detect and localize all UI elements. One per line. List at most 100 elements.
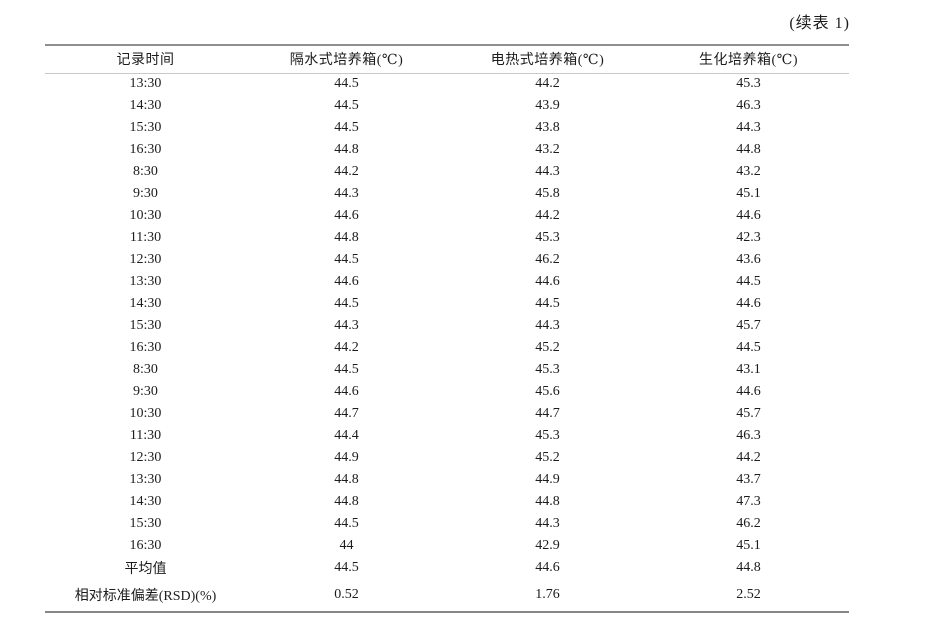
temperature-table: 记录时间 隔水式培养箱(℃) 电热式培养箱(℃) 生化培养箱(℃) 13:30 4… <box>45 44 849 613</box>
table-row: 16:30 44 42.9 45.1 <box>45 535 849 557</box>
temperature-value: 44.5 <box>334 362 359 377</box>
temperature-value: 46.3 <box>736 428 761 443</box>
table-row: 10:30 44.6 44.2 44.6 <box>45 205 849 227</box>
row-label: 13:30 <box>129 472 162 487</box>
table-row: 15:30 44.5 43.8 44.3 <box>45 117 849 139</box>
row-label: 11:30 <box>129 230 162 245</box>
column-header-electric-heating-incubator: 电热式培养箱(℃) <box>490 53 605 69</box>
table-row: 平均值 44.5 44.6 44.8 <box>45 557 849 579</box>
column-header-water-jacketed-incubator: 隔水式培养箱(℃) <box>289 53 404 69</box>
row-label: 16:30 <box>129 142 162 157</box>
temperature-value: 44.9 <box>334 450 359 465</box>
table-row: 16:30 44.8 43.2 44.8 <box>45 139 849 161</box>
temperature-value: 44.8 <box>334 494 359 509</box>
temperature-value: 44.6 <box>736 296 761 311</box>
row-label: 12:30 <box>129 252 162 267</box>
table-row: 相对标准偏差(RSD)(%) 0.52 1.76 2.52 <box>45 579 849 612</box>
row-label: 16:30 <box>129 538 162 553</box>
temperature-value: 44.8 <box>334 472 359 487</box>
row-label: 12:30 <box>129 450 162 465</box>
temperature-value: 44.3 <box>736 120 761 135</box>
row-label: 13:30 <box>129 76 162 92</box>
temperature-value: 44.8 <box>334 142 359 157</box>
temperature-value: 44.6 <box>334 274 359 289</box>
row-label: 10:30 <box>129 208 162 223</box>
temperature-value: 47.3 <box>736 494 761 509</box>
temperature-value: 44.8 <box>334 230 359 245</box>
column-header-biochemical-incubator: 生化培养箱(℃) <box>699 53 798 69</box>
table-header-row: 记录时间 隔水式培养箱(℃) 电热式培养箱(℃) 生化培养箱(℃) <box>45 45 849 73</box>
row-label: 14:30 <box>129 296 162 311</box>
table-row: 15:30 44.5 44.3 46.2 <box>45 513 849 535</box>
table-row: 9:30 44.6 45.6 44.6 <box>45 381 849 403</box>
table-row: 10:30 44.7 44.7 45.7 <box>45 403 849 425</box>
table-row: 13:30 44.8 44.9 43.7 <box>45 469 849 491</box>
temperature-value: 44.6 <box>334 208 359 223</box>
temperature-value: 42.9 <box>535 538 560 553</box>
temperature-value: 43.2 <box>736 164 761 179</box>
temperature-value: 45.3 <box>535 230 560 245</box>
row-label: 8:30 <box>133 164 158 179</box>
row-label: 14:30 <box>129 98 162 113</box>
row-label: 8:30 <box>133 362 158 377</box>
table-row: 8:30 44.5 45.3 43.1 <box>45 359 849 381</box>
temperature-value: 44.6 <box>736 208 761 223</box>
temperature-value: 44.3 <box>334 186 359 201</box>
temperature-value: 44.7 <box>334 406 359 421</box>
temperature-value: 44.3 <box>334 318 359 333</box>
table-body: 13:30 44.5 44.2 45.3 14:30 44.5 43.9 46.3 15:30 4… <box>45 73 849 612</box>
temperature-value: 44.5 <box>334 560 359 575</box>
row-label: 相对标准偏差(RSD)(%) <box>74 589 217 604</box>
row-label: 13:30 <box>129 274 162 289</box>
temperature-value: 0.52 <box>334 587 359 602</box>
table-row: 11:30 44.8 45.3 42.3 <box>45 227 849 249</box>
temperature-value: 43.6 <box>736 252 761 267</box>
temperature-value: 44.6 <box>535 274 560 289</box>
temperature-value: 45.2 <box>535 450 560 465</box>
temperature-value: 44.2 <box>736 450 761 465</box>
temperature-value: 45.2 <box>535 340 560 355</box>
temperature-value: 46.2 <box>535 252 560 267</box>
temperature-value: 44.3 <box>535 318 560 333</box>
column-header-record-time: 记录时间 <box>116 53 175 69</box>
temperature-value: 45.3 <box>535 428 560 443</box>
table-row: 12:30 44.9 45.2 44.2 <box>45 447 849 469</box>
temperature-value: 45.3 <box>535 362 560 377</box>
temperature-value: 45.7 <box>736 406 761 421</box>
row-label: 9:30 <box>133 384 158 399</box>
row-label: 11:30 <box>129 428 162 443</box>
table-row: 14:30 44.5 43.9 46.3 <box>45 95 849 117</box>
temperature-value: 44.6 <box>736 384 761 399</box>
temperature-value: 44.3 <box>535 164 560 179</box>
temperature-value: 44.5 <box>535 296 560 311</box>
temperature-value: 45.1 <box>736 186 761 201</box>
temperature-value: 44.9 <box>535 472 560 487</box>
temperature-value: 44.3 <box>535 516 560 531</box>
row-label: 15:30 <box>129 120 162 135</box>
temperature-value: 44.5 <box>334 252 359 267</box>
temperature-value: 44.5 <box>334 76 359 92</box>
temperature-value: 44.2 <box>535 208 560 223</box>
temperature-value: 44.6 <box>535 560 560 575</box>
temperature-value: 43.8 <box>535 120 560 135</box>
row-label: 16:30 <box>129 340 162 355</box>
temperature-value: 44.2 <box>535 76 560 92</box>
temperature-value: 45.6 <box>535 384 560 399</box>
row-label: 15:30 <box>129 318 162 333</box>
table-row: 8:30 44.2 44.3 43.2 <box>45 161 849 183</box>
temperature-value: 44.5 <box>736 340 761 355</box>
table-row: 13:30 44.5 44.2 45.3 <box>45 73 849 95</box>
row-label: 15:30 <box>129 516 162 531</box>
temperature-value: 44 <box>339 538 354 553</box>
temperature-value: 45.7 <box>736 318 761 333</box>
temperature-value: 43.2 <box>535 142 560 157</box>
temperature-value: 44.8 <box>736 142 761 157</box>
temperature-value: 45.8 <box>535 186 560 201</box>
table-row: 15:30 44.3 44.3 45.7 <box>45 315 849 337</box>
temperature-value: 44.2 <box>334 340 359 355</box>
row-label: 10:30 <box>129 406 162 421</box>
row-label: 14:30 <box>129 494 162 509</box>
temperature-value: 44.8 <box>736 560 761 575</box>
row-label: 9:30 <box>133 186 158 201</box>
temperature-value: 44.4 <box>334 428 359 443</box>
